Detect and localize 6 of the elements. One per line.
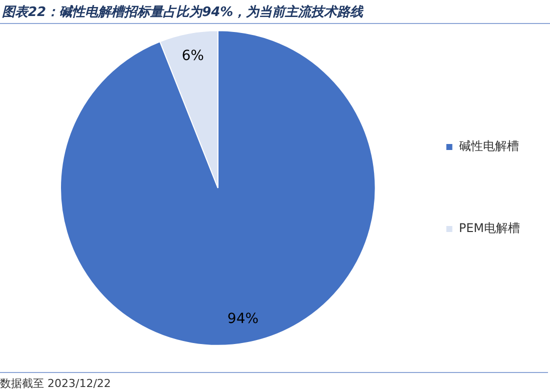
legend-label: PEM电解槽 [458, 221, 520, 236]
text: 数据截至 2023/12/22 [0, 372, 548, 391]
data-label: 6% [182, 48, 204, 64]
chart-title: 图表22：碱性电解槽招标量占比为94%，为当前主流技术路线 [0, 0, 550, 24]
data-label: 94% [227, 311, 259, 328]
legend-label: 碱性电解槽 [458, 139, 519, 154]
